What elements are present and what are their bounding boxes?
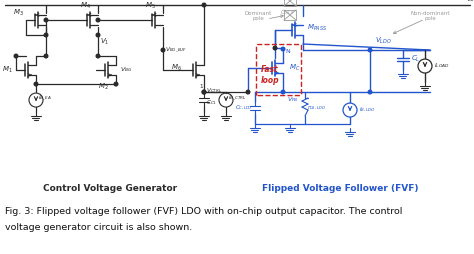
Circle shape (368, 48, 372, 52)
Circle shape (281, 90, 285, 94)
Text: $I_{B,LDO}$: $I_{B,LDO}$ (359, 106, 375, 114)
Text: N: N (285, 49, 290, 54)
Text: $r_{DS,LDO}$: $r_{DS,LDO}$ (307, 104, 326, 112)
Text: Flipped Voltage Follower (FVF): Flipped Voltage Follower (FVF) (262, 184, 418, 193)
Text: Fast
loop: Fast loop (261, 65, 279, 85)
Text: $M_2$: $M_2$ (98, 82, 109, 92)
Text: $M_3$: $M_3$ (13, 8, 24, 18)
Text: $M_{PASS}$: $M_{PASS}$ (307, 23, 328, 33)
Text: $V_1$: $V_1$ (100, 37, 109, 47)
Text: voltage generator circuit is also shown.: voltage generator circuit is also shown. (5, 223, 192, 232)
Circle shape (96, 33, 100, 37)
Text: $C_{C,LDO}$: $C_{C,LDO}$ (235, 104, 253, 112)
Text: $M_1$: $M_1$ (2, 65, 13, 75)
Circle shape (44, 54, 48, 58)
Text: $M_C$: $M_C$ (289, 63, 301, 73)
Text: $C_{GS,P}$: $C_{GS,P}$ (280, 9, 294, 17)
Text: $C_L$: $C_L$ (411, 54, 420, 64)
Circle shape (114, 82, 118, 86)
Circle shape (246, 90, 250, 94)
Circle shape (34, 82, 38, 86)
Text: Non-dominant
pole: Non-dominant pole (410, 11, 450, 21)
Text: $I_{B\_CTRL}$: $I_{B\_CTRL}$ (228, 94, 247, 102)
Circle shape (202, 90, 206, 94)
Text: $I_{LOAD}$: $I_{LOAD}$ (434, 61, 450, 71)
Circle shape (281, 47, 285, 51)
Text: Control Voltage Generator: Control Voltage Generator (43, 184, 177, 193)
Circle shape (368, 90, 372, 94)
Text: $V_{LDO}$: $V_{LDO}$ (375, 36, 392, 46)
Text: $C_{C1}$: $C_{C1}$ (206, 98, 217, 106)
Circle shape (44, 18, 48, 22)
Text: $M_6$: $M_6$ (171, 63, 182, 73)
Circle shape (96, 18, 100, 22)
Text: $V_{BG}$: $V_{BG}$ (120, 66, 132, 74)
Text: $M_4$: $M_4$ (80, 1, 91, 11)
Text: $I_{B\_EA}$: $I_{B\_EA}$ (38, 94, 52, 102)
Text: Fig. 3: Flipped voltage follower (FVF) LDO with on-chip output capacitor. The co: Fig. 3: Flipped voltage follower (FVF) L… (5, 207, 402, 216)
Circle shape (96, 54, 100, 58)
Text: $1$: $1$ (199, 82, 204, 90)
Text: Dominant
pole: Dominant pole (245, 11, 272, 21)
Text: $M_5$: $M_5$ (145, 1, 155, 11)
Text: $V_{CTRL}$: $V_{CTRL}$ (206, 86, 222, 94)
Text: $V_{FB}$: $V_{FB}$ (287, 95, 299, 104)
Circle shape (273, 46, 277, 50)
Text: $V_{LINE}$: $V_{LINE}$ (462, 0, 474, 4)
Circle shape (202, 90, 206, 94)
Text: $V_{BG\_BUF}$: $V_{BG\_BUF}$ (165, 46, 187, 54)
Circle shape (161, 48, 165, 52)
Circle shape (44, 33, 48, 37)
Circle shape (202, 3, 206, 7)
Circle shape (14, 54, 18, 58)
